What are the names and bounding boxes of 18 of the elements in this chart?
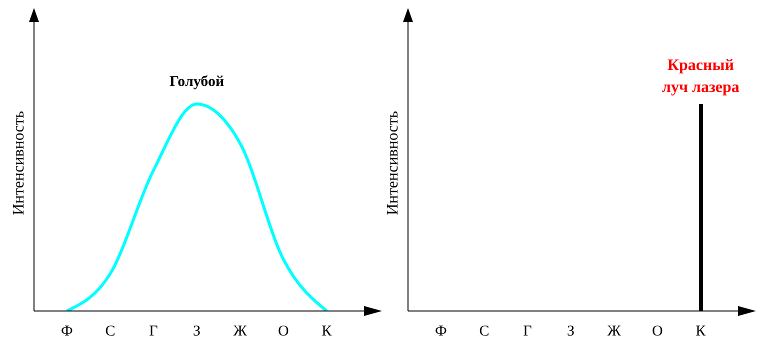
x-tick-label: Ф	[60, 324, 73, 340]
x-tick-label: З	[567, 324, 575, 340]
x-tick-label: О	[278, 324, 289, 340]
y-axis-title: Интенсивность	[384, 110, 402, 216]
x-tick-label: Ф	[434, 324, 447, 340]
x-tick-label: Г	[523, 324, 532, 340]
x-tick-label: Г	[149, 324, 158, 340]
x-tick-label: К	[696, 324, 707, 340]
x-tick-label: О	[652, 324, 663, 340]
annotation: Красный луч лазера	[662, 57, 740, 96]
x-tick-label: Ж	[607, 324, 622, 340]
x-tick-label: З	[193, 324, 201, 340]
x-tick-label: К	[322, 324, 333, 340]
y-axis-title: Интенсивность	[10, 110, 28, 216]
x-tick-label: Ж	[233, 324, 248, 340]
x-tick-label: С	[479, 324, 490, 340]
x-tick-label: С	[105, 324, 116, 340]
series-label: Голубой	[169, 74, 224, 90]
